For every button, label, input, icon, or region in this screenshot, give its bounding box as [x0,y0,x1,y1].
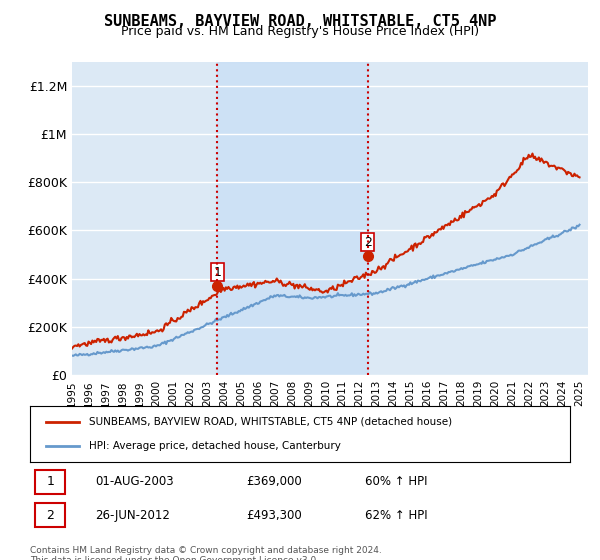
Text: 2: 2 [46,508,54,522]
Text: Price paid vs. HM Land Registry's House Price Index (HPI): Price paid vs. HM Land Registry's House … [121,25,479,38]
Text: 26-JUN-2012: 26-JUN-2012 [95,508,170,522]
Bar [217,62,368,375]
Text: £369,000: £369,000 [246,475,302,488]
Text: HPI: Average price, detached house, Canterbury: HPI: Average price, detached house, Cant… [89,441,341,451]
Text: 60% ↑ HPI: 60% ↑ HPI [365,475,427,488]
Text: SUNBEAMS, BAYVIEW ROAD, WHITSTABLE, CT5 4NP (detached house): SUNBEAMS, BAYVIEW ROAD, WHITSTABLE, CT5 … [89,417,452,427]
Text: 01-AUG-2003: 01-AUG-2003 [95,475,173,488]
Text: 2: 2 [364,236,371,249]
Text: £493,300: £493,300 [246,508,302,522]
FancyBboxPatch shape [35,503,65,528]
Text: SUNBEAMS, BAYVIEW ROAD, WHITSTABLE, CT5 4NP: SUNBEAMS, BAYVIEW ROAD, WHITSTABLE, CT5 … [104,14,496,29]
Text: 62% ↑ HPI: 62% ↑ HPI [365,508,427,522]
Text: Contains HM Land Registry data © Crown copyright and database right 2024.
This d: Contains HM Land Registry data © Crown c… [30,546,382,560]
FancyBboxPatch shape [35,469,65,494]
Text: 1: 1 [46,475,54,488]
Text: 1: 1 [213,266,221,279]
